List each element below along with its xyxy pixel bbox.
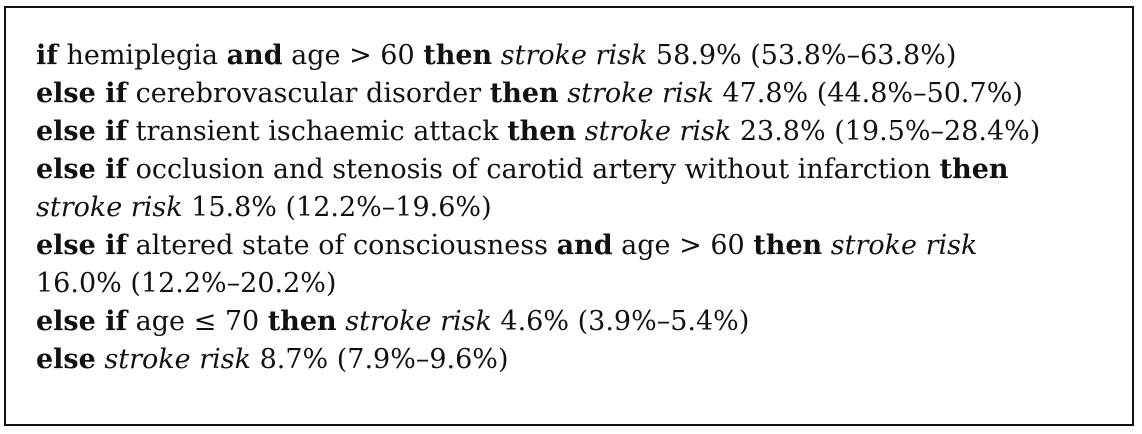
rule-keyword: if	[36, 40, 58, 71]
rule-keyword: then	[939, 154, 1009, 185]
rule-keyword: then	[753, 230, 823, 261]
rule-keyword: else	[36, 344, 96, 375]
rule-text: 15.8% (12.2%–19.6%)	[182, 192, 492, 223]
rule-4-line: else if occlusion and stenosis of caroti…	[36, 151, 1040, 189]
rule-keyword: and	[556, 230, 613, 261]
rule-text: hemiplegia	[57, 40, 227, 71]
rule-text	[337, 306, 346, 337]
rule-text: age ≤ 70	[127, 306, 268, 337]
rule-text: age > 60	[612, 230, 754, 261]
rule-keyword: then	[267, 306, 337, 337]
rule-text: altered state of consciousness	[127, 230, 557, 261]
rule-6-line: else if age ≤ 70 then stroke risk 4.6% (…	[36, 303, 1040, 341]
rule-keyword: then	[423, 40, 493, 71]
rule-2-line: else if cerebrovascular disorder then st…	[36, 75, 1040, 113]
rule-text	[492, 40, 501, 71]
decision-list: if hemiplegia and age > 60 then stroke r…	[36, 37, 1040, 379]
rule-5-line: else if altered state of consciousness a…	[36, 227, 1040, 265]
rule-4-line: stroke risk 15.8% (12.2%–19.6%)	[36, 189, 1040, 227]
rule-text	[822, 230, 831, 261]
rule-keyword: then	[507, 116, 577, 147]
rule-keyword: else if	[36, 154, 128, 185]
rule-keyword: else if	[36, 230, 128, 261]
rule-text: 4.6% (3.9%–5.4%)	[491, 306, 750, 337]
rule-text: 16.0% (12.2%–20.2%)	[36, 268, 337, 299]
rule-3-line: else if transient ischaemic attack then …	[36, 113, 1040, 151]
rule-outcome-label: stroke risk	[584, 116, 732, 147]
rule-text	[576, 116, 585, 147]
rule-keyword: else if	[36, 78, 128, 109]
rule-keyword: and	[226, 40, 283, 71]
rule-7-line: else stroke risk 8.7% (7.9%–9.6%)	[36, 341, 1040, 379]
rule-keyword: else if	[36, 306, 128, 337]
rule-text: transient ischaemic attack	[127, 116, 508, 147]
rule-1-line: if hemiplegia and age > 60 then stroke r…	[36, 37, 1040, 75]
rule-outcome-label: stroke risk	[36, 192, 183, 223]
rule-outcome-label: stroke risk	[345, 306, 492, 337]
rule-text: cerebrovascular disorder	[127, 78, 490, 109]
rule-text: age > 60	[282, 40, 424, 71]
rule-text: 58.9% (53.8%–63.8%)	[647, 40, 957, 71]
rule-text: 47.8% (44.8%–50.7%)	[713, 78, 1023, 109]
rule-text	[559, 78, 568, 109]
rule-outcome-label: stroke risk	[104, 344, 251, 375]
rule-5-line: 16.0% (12.2%–20.2%)	[36, 265, 1040, 303]
rule-text: 8.7% (7.9%–9.6%)	[250, 344, 509, 375]
rule-text: occlusion and stenosis of carotid artery…	[127, 154, 940, 185]
rule-outcome-label: stroke risk	[830, 230, 978, 261]
rule-outcome-label: stroke risk	[500, 40, 648, 71]
rule-text: 23.8% (19.5%–28.4%)	[731, 116, 1041, 147]
rule-outcome-label: stroke risk	[567, 78, 714, 109]
rule-keyword: else if	[36, 116, 128, 147]
rule-keyword: then	[489, 78, 559, 109]
decision-list-box: if hemiplegia and age > 60 then stroke r…	[4, 6, 1134, 426]
